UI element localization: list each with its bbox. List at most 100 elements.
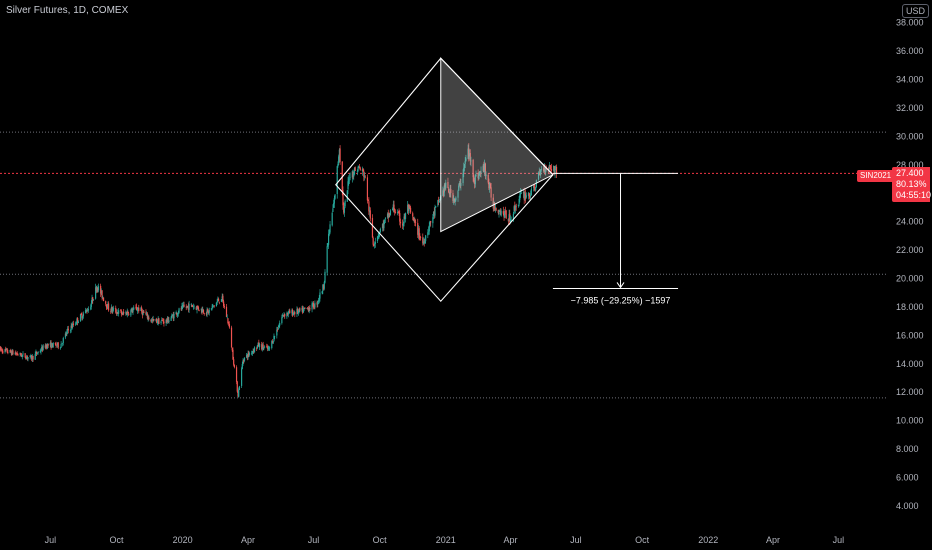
candle-body [455, 197, 457, 201]
candle-body [39, 351, 41, 352]
candle-body [407, 204, 410, 211]
candle-body [121, 314, 123, 315]
candle-body [168, 320, 170, 322]
candle-body [163, 321, 165, 324]
candle-body [373, 245, 375, 246]
candle-body [241, 363, 243, 369]
candle-body [505, 210, 507, 219]
candle-body [87, 310, 89, 312]
candle-body [14, 353, 16, 355]
candle-body [437, 200, 439, 206]
candle-body [228, 323, 230, 328]
candle-body [292, 310, 294, 316]
candle-body [211, 306, 213, 308]
candle-body [412, 217, 415, 221]
candle-body [212, 305, 214, 307]
candle-body [495, 208, 497, 211]
candle-body [504, 210, 507, 212]
candle-body [327, 243, 329, 246]
candle-body [26, 356, 28, 359]
candle-body [302, 307, 304, 313]
candle-body [19, 352, 21, 355]
candle-body [182, 304, 184, 306]
candle-body [142, 311, 144, 315]
candle-body [432, 211, 435, 217]
candle-body [171, 314, 173, 318]
candle-body [493, 203, 495, 208]
candle-body [540, 169, 542, 175]
candle-body [363, 171, 365, 177]
candle-body [177, 313, 179, 315]
candle-body [343, 206, 345, 213]
candle-body [508, 214, 510, 222]
candle-body [544, 165, 546, 173]
candle-body [453, 197, 455, 202]
x-tick-label: Jul [570, 535, 582, 545]
candle-body [150, 319, 152, 322]
candle-body [473, 179, 476, 184]
candle-body [314, 302, 316, 308]
candle-body [420, 237, 422, 238]
candle-body [287, 311, 289, 315]
candle-body [549, 164, 551, 167]
candle-body [140, 307, 142, 311]
candle-body [438, 201, 440, 203]
candle-body [460, 182, 462, 186]
candle-body [222, 295, 224, 301]
candle-body [40, 350, 42, 352]
candle-body [2, 351, 4, 353]
candle-body [242, 360, 244, 365]
candle-body [464, 160, 466, 164]
candle-body [429, 220, 431, 225]
candle-body [550, 166, 552, 170]
candle-body [480, 171, 482, 173]
candle-body [156, 322, 159, 323]
candle-body [465, 158, 467, 162]
x-tick-label: Oct [373, 535, 388, 545]
y-tick-label: 4.000 [896, 501, 919, 511]
candle-body [0, 346, 2, 350]
candle-body [86, 310, 88, 312]
candle-body [387, 212, 389, 218]
candle-body [200, 308, 202, 311]
candle-body [125, 312, 128, 315]
candle-body [267, 348, 269, 350]
candle-body [253, 347, 256, 353]
candle-body [438, 199, 440, 202]
candle-body [185, 306, 187, 308]
candle-body [312, 302, 315, 308]
candle-body [202, 309, 204, 313]
candle-body [7, 352, 9, 354]
candle-body [525, 193, 527, 199]
candle-body [90, 303, 92, 307]
candle-body [60, 343, 62, 348]
candle-body [132, 309, 134, 313]
candle-body [165, 319, 167, 324]
x-tick-label: Apr [766, 535, 780, 545]
currency-badge[interactable]: USD [902, 4, 930, 18]
candle-body [62, 338, 64, 344]
candle-body [500, 210, 502, 216]
candle-body [36, 353, 38, 355]
candle-body [399, 221, 402, 224]
candle-body [269, 347, 271, 349]
candle-body [368, 211, 371, 213]
candle-body [160, 321, 162, 324]
candle-body [80, 313, 82, 315]
candle-body [519, 192, 522, 195]
candle-body [449, 188, 451, 194]
candle-body [252, 350, 254, 352]
candle-body [327, 233, 330, 245]
candle-body [220, 299, 223, 302]
candle-body [304, 307, 306, 309]
candle-body [307, 307, 309, 309]
candle-body [240, 368, 243, 386]
y-tick-label: 18.000 [896, 302, 924, 312]
candle-body [522, 192, 525, 194]
candle-body [59, 347, 61, 349]
candle-body [223, 301, 225, 307]
candle-body [384, 217, 386, 219]
candle-body [20, 354, 23, 357]
candle-body [478, 171, 481, 175]
